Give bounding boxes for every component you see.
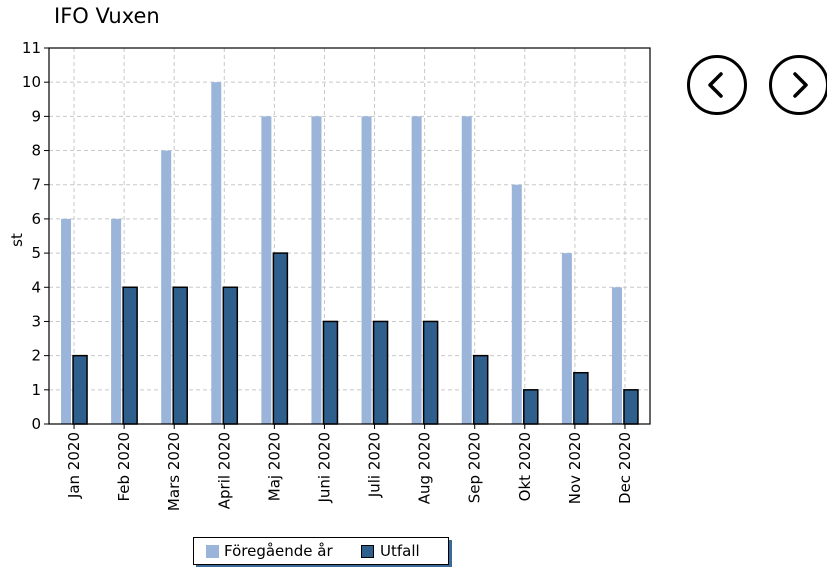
bar-prev-year (361, 116, 372, 424)
bar-outcome (222, 286, 239, 425)
y-tick-label: 9 (31, 107, 41, 125)
bar-prev-year (611, 287, 622, 424)
previous-button[interactable] (687, 55, 747, 115)
bar-outcome (322, 320, 339, 425)
y-tick-label: 2 (31, 347, 41, 365)
bar-outcome (523, 389, 539, 425)
bar-prev-year (411, 116, 422, 424)
bar-outcome (272, 252, 289, 425)
y-tick-label: 6 (31, 210, 41, 228)
next-button[interactable] (769, 55, 827, 115)
bar-outcome (72, 354, 88, 425)
bar-prev-year (511, 184, 522, 424)
x-tick-label: Aug 2020 (416, 432, 434, 504)
x-tick-label: Nov 2020 (566, 432, 584, 504)
x-tick-label: Juli 2020 (366, 432, 384, 498)
bar-prev-year (161, 150, 172, 424)
grid-lines (49, 47, 650, 424)
bar-prev-year (461, 116, 472, 424)
legend-label-outcome: Utfall (380, 542, 420, 560)
legend-swatch-prev-year (206, 545, 219, 558)
legend-swatch-outcome (361, 545, 374, 558)
bar-outcome (172, 286, 188, 425)
legend-label-prev-year: Föregående år (224, 542, 333, 560)
x-tick-label: Okt 2020 (516, 432, 534, 501)
x-tick-label: Dec 2020 (616, 432, 634, 504)
bar-outcome (422, 320, 439, 425)
bar-outcome (623, 389, 639, 425)
y-tick-label: 10 (22, 73, 41, 91)
x-tick-label: Sep 2020 (466, 432, 484, 503)
y-tick-label: 11 (22, 39, 41, 57)
bar-prev-year (561, 253, 572, 424)
x-tick-label: Juni 2020 (315, 432, 333, 504)
y-tick-label: 5 (31, 244, 41, 262)
y-tick-labels: 0 1 2 3 4 5 6 7 8 9 10 11 (22, 39, 41, 433)
plot-border (48, 47, 651, 425)
y-tick-label: 7 (31, 176, 41, 194)
bar-prev-year (61, 218, 72, 424)
bar-outcome (372, 320, 389, 425)
bar-chart: 0 1 2 3 4 5 6 7 8 9 10 11 Jan 2020 Feb 2020 Mars 2020… (8, 39, 651, 511)
y-axis-label: st (8, 233, 26, 247)
chevron-left-icon (708, 72, 723, 98)
x-tick-label: Mars 2020 (165, 432, 183, 511)
y-tick-label: 1 (31, 381, 41, 399)
bar-prev-year (211, 82, 222, 424)
bar-outcome (472, 354, 489, 425)
bar-outcome (573, 371, 589, 425)
x-tick-label: Feb 2020 (115, 432, 133, 502)
y-tick-label: 8 (31, 142, 41, 160)
y-tick-label: 0 (31, 415, 41, 433)
y-tick-label: 3 (31, 312, 41, 330)
bar-prev-year (111, 218, 122, 424)
chevron-right-icon (793, 72, 808, 98)
bars (61, 82, 639, 425)
x-tick-label: April 2020 (215, 432, 233, 509)
x-tick-labels: Jan 2020 Feb 2020 Mars 2020 April 2020 Maj 2… (65, 432, 634, 511)
axes (44, 47, 651, 429)
chart-title: IFO Vuxen (54, 4, 160, 28)
x-tick-label: Jan 2020 (65, 432, 83, 499)
legend: Föregående år Utfall (193, 537, 449, 565)
bar-outcome (122, 286, 138, 425)
bar-prev-year (261, 116, 272, 424)
x-tick-label: Maj 2020 (265, 432, 283, 501)
y-tick-label: 4 (31, 278, 41, 296)
bar-prev-year (311, 116, 322, 424)
